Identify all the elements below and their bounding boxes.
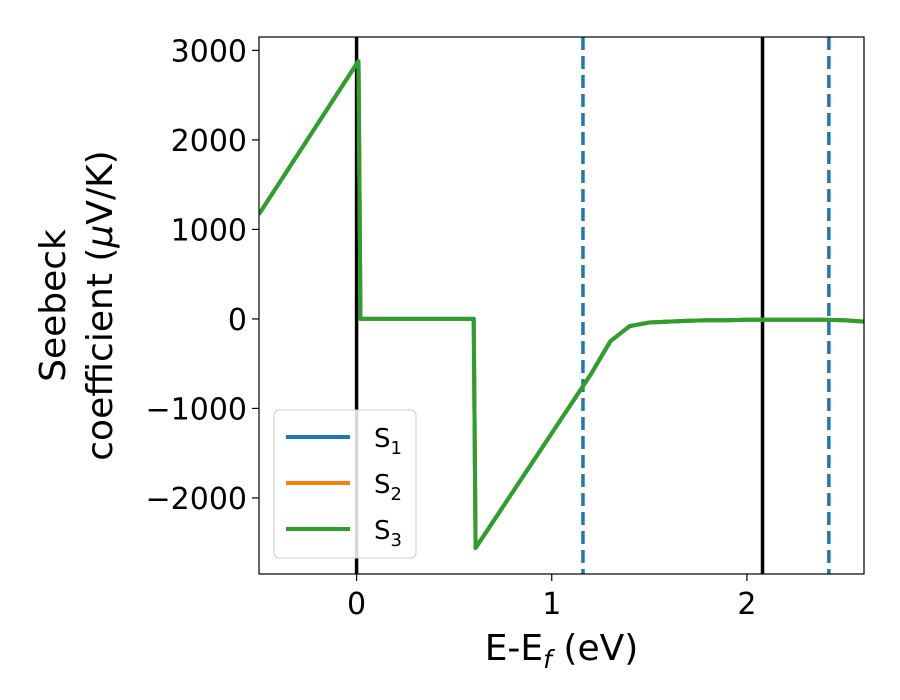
y-tick-label-4: −1000 (146, 392, 247, 427)
legend-label-S3: S3 (374, 516, 402, 551)
y-tick-label-0: 3000 (171, 34, 247, 69)
x-axis-title: E-Ef (eV) (485, 628, 639, 674)
y-tick-label-3: 0 (228, 303, 247, 338)
legend-label-S2: S2 (374, 470, 402, 505)
series-line-S3 (259, 59, 864, 550)
y-axis-title-line1: Seebeck (33, 229, 74, 382)
x-tick-label-2: 2 (737, 587, 756, 622)
y-tick-label-1: 2000 (171, 124, 247, 159)
x-tick-label-1: 1 (542, 587, 561, 622)
y-axis-title-line2: coefficient (μV/K) (80, 150, 121, 460)
plot-area (259, 37, 864, 574)
x-tick-label-0: 0 (347, 587, 366, 622)
axes-frame (258, 36, 865, 575)
legend-label-S1: S1 (374, 424, 402, 459)
y-tick-label-2: 1000 (171, 213, 247, 248)
y-tick-label-5: −2000 (146, 482, 247, 517)
